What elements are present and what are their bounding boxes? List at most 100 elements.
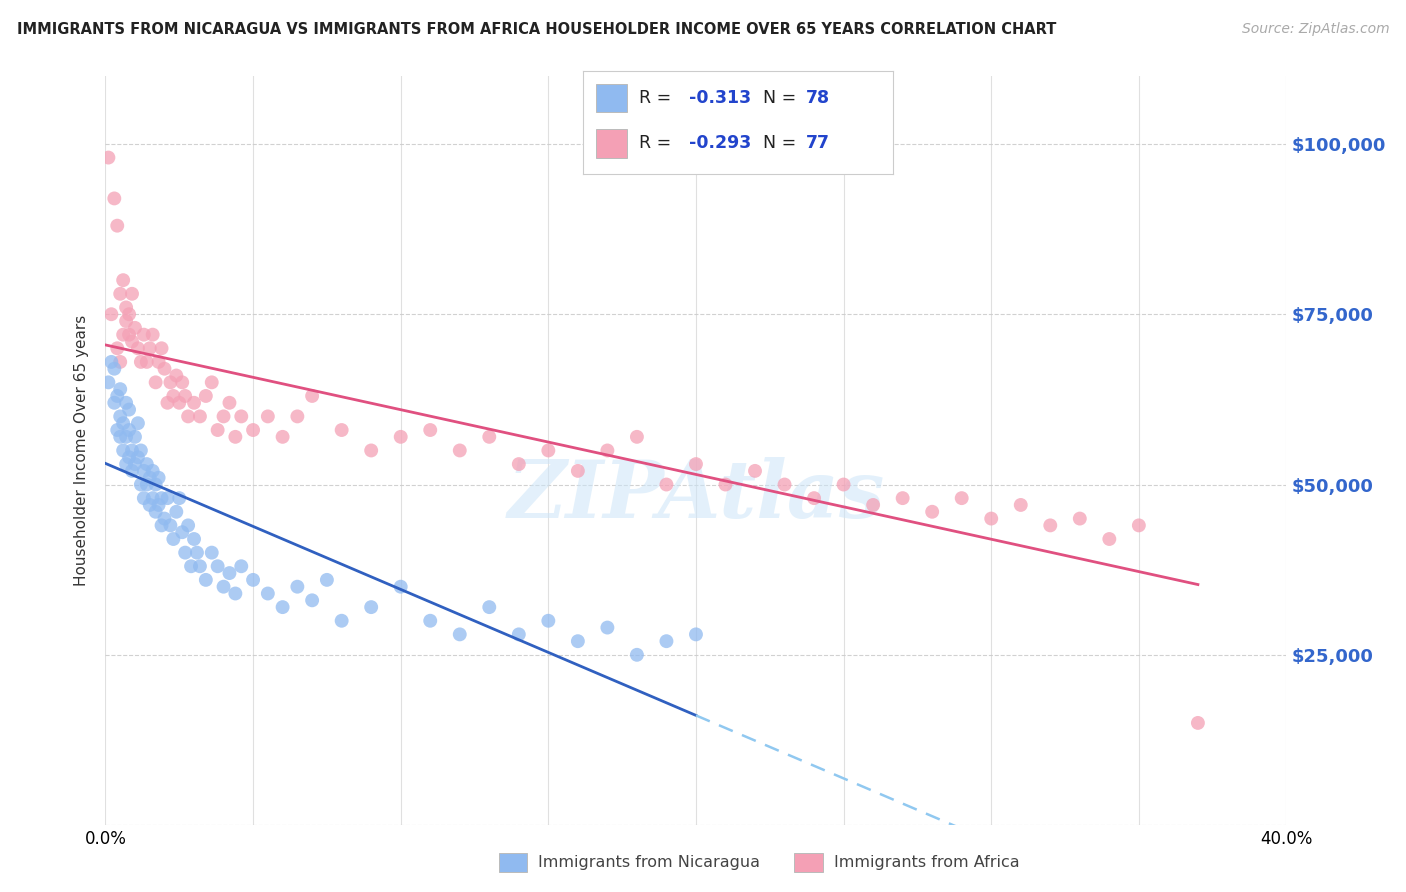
Point: [773, 477, 796, 491]
Point: [124, 430, 146, 444]
Point: [110, 286, 132, 301]
Point: [1010, 498, 1032, 512]
Point: [165, 505, 187, 519]
Point: [121, 443, 143, 458]
Point: [135, 477, 157, 491]
Point: [1128, 518, 1150, 533]
Point: [186, 546, 208, 560]
Point: [142, 491, 165, 505]
Point: [159, 518, 181, 533]
Point: [172, 376, 194, 390]
Point: [330, 423, 353, 437]
Point: [135, 355, 157, 369]
Point: [118, 307, 141, 321]
Point: [360, 443, 382, 458]
Point: [655, 634, 678, 648]
Point: [224, 586, 246, 600]
Point: [110, 382, 132, 396]
Point: [449, 443, 471, 458]
Point: [1187, 715, 1209, 730]
Point: [257, 586, 280, 600]
Point: [112, 327, 135, 342]
Point: [188, 559, 211, 574]
Point: [685, 627, 707, 641]
Point: [257, 409, 280, 424]
Point: [921, 505, 943, 519]
Point: [105, 341, 128, 355]
Point: [744, 464, 766, 478]
Text: Source: ZipAtlas.com: Source: ZipAtlas.com: [1241, 22, 1389, 37]
Point: [449, 627, 471, 641]
Point: [118, 423, 141, 437]
Point: [242, 423, 264, 437]
Point: [508, 627, 530, 641]
Point: [271, 430, 294, 444]
Text: 77: 77: [806, 134, 830, 152]
Point: [121, 286, 143, 301]
Point: [103, 191, 125, 205]
Bar: [596, 128, 627, 158]
Point: [212, 580, 235, 594]
Point: [177, 409, 200, 424]
Point: [183, 532, 205, 546]
Point: [231, 409, 253, 424]
Point: [148, 471, 170, 485]
Point: [115, 430, 138, 444]
Point: [169, 491, 191, 505]
Point: [419, 423, 441, 437]
Point: [596, 621, 619, 635]
Point: [156, 396, 179, 410]
Point: [1098, 532, 1121, 546]
Point: [100, 355, 122, 369]
Text: -0.293: -0.293: [689, 134, 751, 152]
Point: [103, 396, 125, 410]
Point: [105, 219, 128, 233]
Point: [207, 559, 229, 574]
Point: [287, 580, 309, 594]
Point: [138, 498, 162, 512]
Point: [142, 464, 165, 478]
Point: [142, 327, 165, 342]
Point: [478, 430, 501, 444]
Point: [118, 327, 141, 342]
Point: [803, 491, 825, 505]
Point: [389, 430, 412, 444]
Point: [148, 498, 170, 512]
Text: N =: N =: [763, 88, 801, 106]
Point: [980, 511, 1002, 525]
Point: [121, 464, 143, 478]
Point: [862, 498, 884, 512]
Point: [172, 525, 194, 540]
Point: [478, 600, 501, 615]
Point: [315, 573, 337, 587]
Point: [188, 409, 211, 424]
Y-axis label: Householder Income Over 65 years: Householder Income Over 65 years: [75, 315, 90, 586]
Text: Immigrants from Nicaragua: Immigrants from Nicaragua: [538, 855, 761, 870]
Bar: [596, 84, 627, 112]
Point: [112, 273, 135, 287]
Point: [242, 573, 264, 587]
Point: [132, 464, 155, 478]
Point: [218, 396, 240, 410]
Point: [118, 450, 141, 465]
Point: [127, 416, 149, 430]
Point: [153, 361, 176, 376]
Point: [115, 314, 138, 328]
Point: [115, 396, 138, 410]
Point: [212, 409, 235, 424]
Point: [626, 430, 648, 444]
Point: [124, 457, 146, 471]
Point: [194, 573, 217, 587]
Point: [596, 443, 619, 458]
Text: R =: R =: [640, 88, 676, 106]
Point: [419, 614, 441, 628]
Point: [537, 443, 560, 458]
Point: [180, 559, 202, 574]
Point: [110, 409, 132, 424]
Point: [159, 376, 181, 390]
Point: [97, 151, 120, 165]
Point: [127, 341, 149, 355]
Point: [165, 368, 187, 383]
Point: [567, 634, 589, 648]
Point: [162, 532, 184, 546]
